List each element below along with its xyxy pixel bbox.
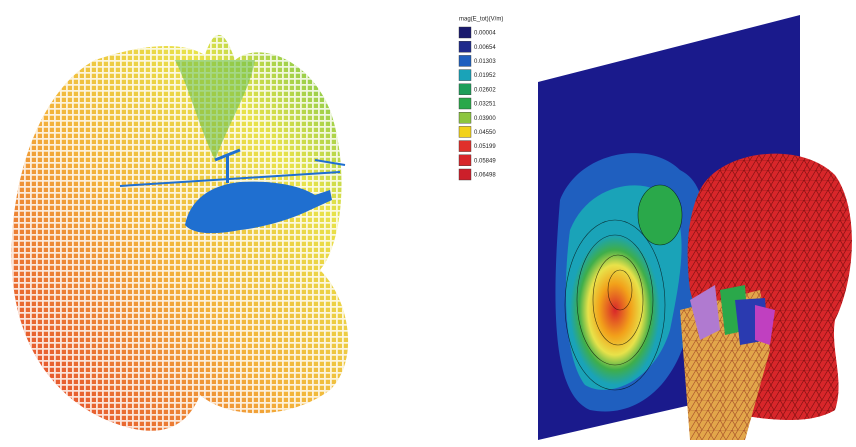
legend-swatch bbox=[458, 83, 472, 96]
legend-swatch bbox=[458, 26, 472, 39]
legend-swatch bbox=[458, 41, 472, 53]
helicopter bbox=[119, 148, 346, 234]
legend-label: 0.03251 bbox=[474, 102, 496, 108]
radiation-pattern bbox=[11, 34, 349, 431]
legend-label: 0.01952 bbox=[474, 73, 496, 79]
legend: mag(E_tot)(V/m) 0.00004 0.00654 0.01303 0.0… bbox=[458, 17, 503, 181]
legend-swatch bbox=[458, 126, 472, 138]
legend-swatch bbox=[458, 140, 472, 152]
legend-label: 0.00654 bbox=[474, 45, 496, 51]
legend-swatch bbox=[458, 168, 472, 181]
legend-title: mag(E_tot)(V/m) bbox=[459, 17, 503, 23]
legend-label: 0.01303 bbox=[474, 59, 496, 65]
legend-label: 0.02602 bbox=[474, 87, 496, 93]
legend-swatch bbox=[458, 111, 472, 124]
legend-label: 0.05199 bbox=[474, 144, 496, 150]
legend-swatch bbox=[458, 154, 472, 167]
legend-swatch bbox=[458, 69, 472, 81]
head-model bbox=[680, 153, 852, 440]
legend-label: 0.04550 bbox=[474, 130, 496, 136]
legend-swatch bbox=[458, 55, 472, 67]
legend-swatch bbox=[458, 97, 472, 110]
legend-label: 0.05849 bbox=[474, 158, 496, 164]
legend-label: 0.03900 bbox=[474, 116, 496, 122]
legend-label: 0.06498 bbox=[474, 173, 496, 179]
legend-label: 0.00004 bbox=[474, 31, 496, 37]
